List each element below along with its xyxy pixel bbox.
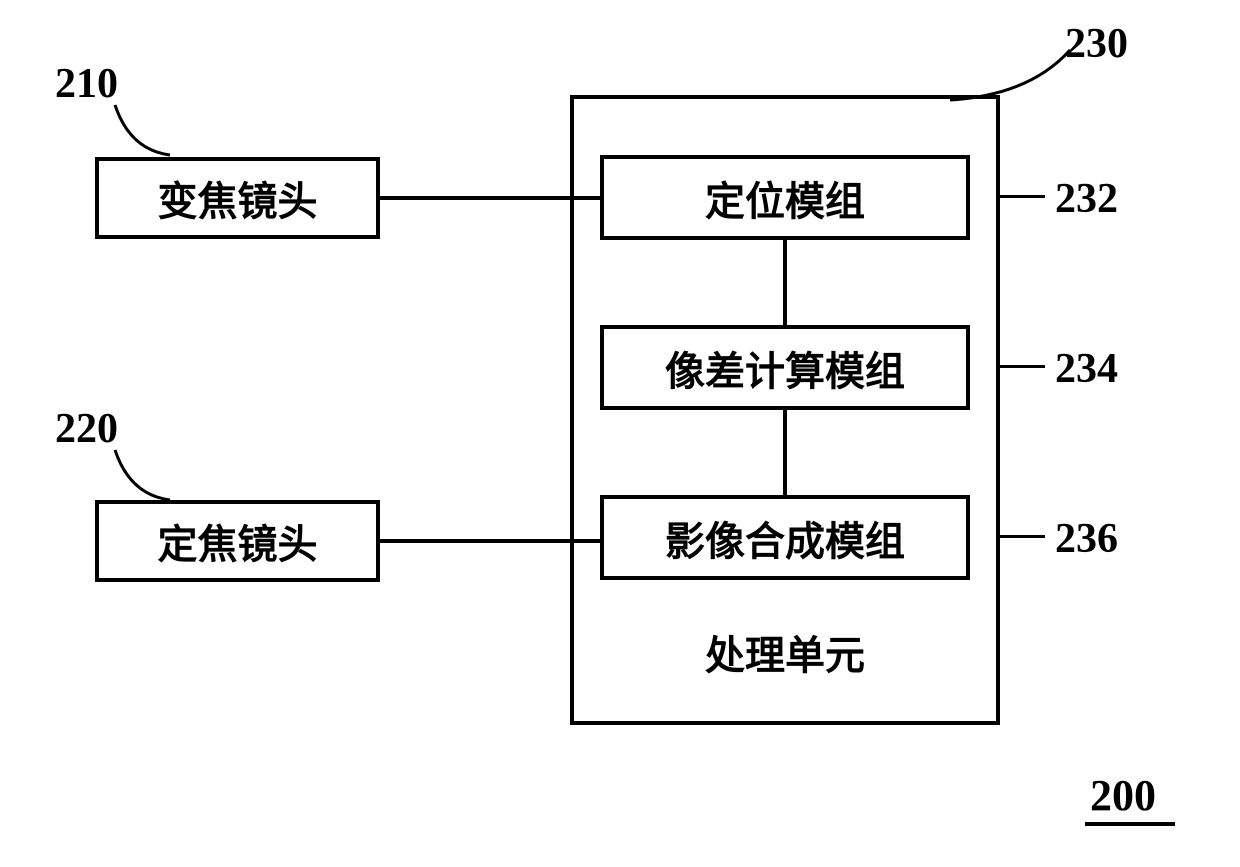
edge-parallax-to-synthesis bbox=[783, 410, 787, 495]
edge-positioning-to-parallax bbox=[783, 240, 787, 325]
fixed-lens-box: 定焦镜头 bbox=[95, 500, 380, 582]
diagram-canvas: 处理单元 变焦镜头 定焦镜头 定位模组 像差计算模组 影像合成模组 bbox=[0, 0, 1240, 867]
parallax-module-box: 像差计算模组 bbox=[600, 325, 970, 410]
leader-232 bbox=[1000, 195, 1045, 198]
synthesis-module-box: 影像合成模组 bbox=[600, 495, 970, 580]
zoom-lens-label: 变焦镜头 bbox=[158, 169, 318, 227]
edge-zoom-to-positioning bbox=[380, 196, 600, 200]
ref-200: 200 bbox=[1090, 770, 1156, 821]
fixed-lens-label: 定焦镜头 bbox=[158, 512, 318, 570]
leader-230 bbox=[940, 45, 1080, 105]
ref-200-underline bbox=[1085, 822, 1175, 826]
zoom-lens-box: 变焦镜头 bbox=[95, 157, 380, 239]
leader-234 bbox=[1000, 365, 1045, 368]
ref-210: 210 bbox=[55, 60, 118, 108]
ref-232: 232 bbox=[1055, 175, 1118, 223]
positioning-module-label: 定位模组 bbox=[705, 169, 865, 227]
edge-fixed-to-synthesis bbox=[380, 539, 600, 543]
ref-236: 236 bbox=[1055, 515, 1118, 563]
ref-230: 230 bbox=[1065, 20, 1128, 68]
leader-220 bbox=[110, 445, 180, 505]
positioning-module-box: 定位模组 bbox=[600, 155, 970, 240]
ref-234: 234 bbox=[1055, 345, 1118, 393]
ref-220: 220 bbox=[55, 405, 118, 453]
parallax-module-label: 像差计算模组 bbox=[665, 339, 905, 397]
leader-236 bbox=[1000, 535, 1045, 538]
leader-210 bbox=[110, 100, 180, 160]
processing-unit-label: 处理单元 bbox=[705, 623, 865, 681]
synthesis-module-label: 影像合成模组 bbox=[665, 509, 905, 567]
